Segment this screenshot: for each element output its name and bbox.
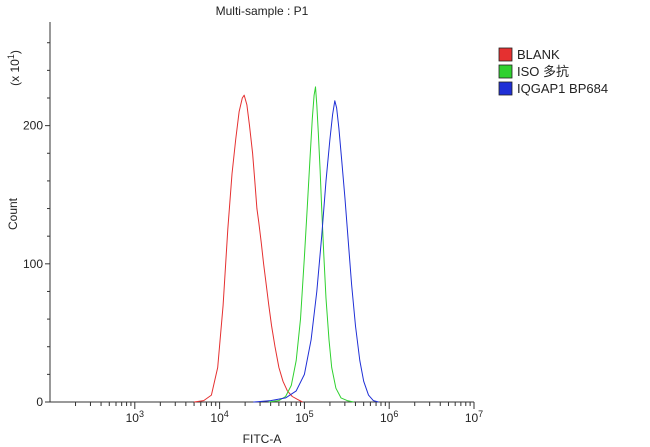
legend-swatch-2 [498, 81, 513, 96]
y-axis-label: Count [6, 197, 20, 230]
x-tick-exp-1: 4 [224, 409, 229, 419]
y-tick-label-0: 0 [36, 395, 43, 409]
x-tick-label-4: 107 [465, 409, 483, 425]
x-tick-label-1: 104 [210, 409, 228, 425]
y-multiplier-exponent: 1 [6, 54, 16, 59]
x-tick-label-2: 105 [295, 409, 313, 425]
x-tick-base-3: 10 [380, 411, 394, 425]
x-tick-label-3: 106 [380, 409, 398, 425]
x-tick-exp-3: 6 [393, 409, 398, 419]
series-line-2 [253, 100, 379, 403]
x-tick-label-0: 103 [126, 409, 144, 425]
y-multiplier-base: (x 10 [8, 59, 22, 86]
series-line-1 [268, 86, 354, 403]
series-line-0 [194, 94, 303, 403]
y-tick-label-1: 100 [23, 257, 43, 271]
legend: BLANK ISO 多抗 IQGAP1 BP684 [498, 47, 608, 96]
y-tick-label-2: 200 [23, 119, 43, 133]
y-multiplier-close: ) [8, 50, 22, 54]
x-tick-exp-4: 7 [478, 409, 483, 419]
legend-swatch-0 [498, 47, 513, 62]
legend-label-2: IQGAP1 BP684 [517, 81, 608, 96]
plot-frame [49, 22, 474, 403]
legend-swatch-1 [498, 64, 513, 79]
legend-label-0: BLANK [517, 47, 560, 62]
x-tick-base-2: 10 [295, 411, 309, 425]
x-tick-base-1: 10 [210, 411, 224, 425]
x-axis-label: FITC-A [243, 432, 282, 446]
chart-title: Multi-sample : P1 [216, 4, 309, 18]
y-multiplier: (x 101) [6, 50, 22, 86]
x-tick-exp-0: 3 [139, 409, 144, 419]
series-group [194, 86, 379, 403]
x-tick-base-0: 10 [126, 411, 140, 425]
legend-label-1: ISO 多抗 [517, 64, 569, 79]
x-tick-exp-2: 5 [309, 409, 314, 419]
x-tick-base-4: 10 [465, 411, 479, 425]
